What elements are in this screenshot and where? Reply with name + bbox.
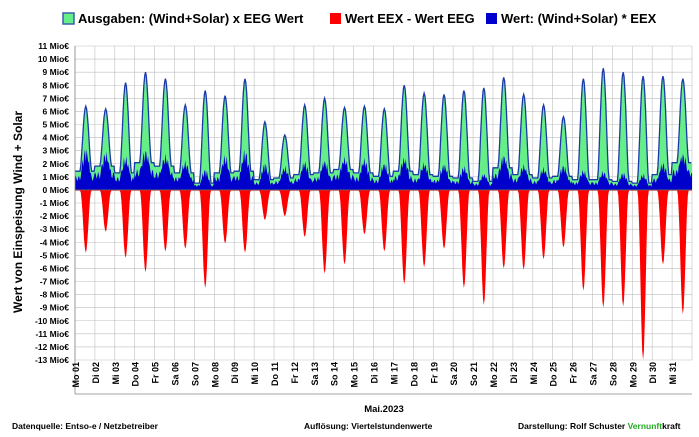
footer-resolution-value: Viertelstundenwerte bbox=[351, 421, 433, 431]
legend-swatch-blue bbox=[486, 13, 497, 24]
y-tick-label: 3 Mio€ bbox=[43, 146, 70, 156]
x-tick-label: Do 11 bbox=[270, 362, 280, 386]
y-tick-label: -3 Mio€ bbox=[40, 224, 70, 234]
y-tick-label: 8 Mio€ bbox=[43, 80, 70, 90]
y-tick-label: -1 Mio€ bbox=[40, 198, 70, 208]
y-tick-label: 10 Mio€ bbox=[38, 54, 69, 64]
footer-author-value: Rolf Schuster bbox=[569, 421, 626, 431]
x-tick-label: Fr 26 bbox=[569, 362, 579, 384]
y-tick-label: -5 Mio€ bbox=[40, 250, 70, 260]
y-tick-label: 11 Mio€ bbox=[38, 41, 69, 51]
y-tick-label: -8 Mio€ bbox=[40, 290, 70, 300]
y-tick-label: -12 Mio€ bbox=[35, 342, 69, 352]
legend-label-green: Ausgaben: (Wind+Solar) x EEG Wert bbox=[78, 11, 304, 26]
x-tick-label: So 07 bbox=[190, 362, 200, 386]
line-green bbox=[75, 68, 692, 184]
y-tick-label: 0 Mio€ bbox=[43, 185, 70, 195]
x-tick-label: Mo 29 bbox=[628, 362, 638, 388]
x-tick-label: Sa 06 bbox=[171, 362, 181, 386]
x-tick-label: So 28 bbox=[608, 362, 618, 386]
x-tick-label: Di 02 bbox=[91, 362, 101, 384]
footer-source-value: Entso-e / Netzbetreiber bbox=[65, 421, 158, 431]
x-tick-label: Mo 15 bbox=[350, 362, 360, 388]
x-tick-label: So 14 bbox=[330, 362, 340, 386]
footer-author: Darstellung: Rolf Schuster Vernunftkraft bbox=[518, 421, 681, 431]
legend-label-red: Wert EEX - Wert EEG bbox=[345, 11, 475, 26]
x-tick-label: Di 09 bbox=[230, 362, 240, 384]
x-tick-label: Mo 01 bbox=[71, 362, 81, 388]
x-tick-label: Mi 10 bbox=[250, 362, 260, 385]
y-tick-label: -7 Mio€ bbox=[40, 277, 70, 287]
x-axis-label: Mai.2023 bbox=[364, 404, 404, 415]
y-tick-label: -2 Mio€ bbox=[40, 211, 70, 221]
x-tick-label: Di 16 bbox=[370, 362, 380, 384]
footer-source: Datenquelle: Entso-e / Netzbetreiber bbox=[12, 421, 158, 431]
x-tick-label: Do 04 bbox=[131, 362, 141, 387]
y-tick-labels: 11 Mio€ 10 Mio€ 9 Mio€ 8 Mio€ 7 Mio€ 6 Mio€ 5 … bbox=[35, 41, 69, 365]
x-tick-label: Fr 05 bbox=[151, 362, 161, 384]
y-tick-label: 1 Mio€ bbox=[43, 172, 70, 182]
series-blue-area bbox=[75, 149, 692, 190]
y-tick-label: -13 Mio€ bbox=[35, 355, 69, 365]
brand-green-text: Vernunft bbox=[627, 421, 663, 431]
x-tick-labels: Mo 01 Di 02 Mi 03 Do 04 Fr 05 Sa 06 So 07 Mo 08… bbox=[71, 362, 678, 388]
x-tick-label: Mi 17 bbox=[389, 362, 399, 385]
axes bbox=[74, 46, 692, 395]
y-tick-label: 6 Mio€ bbox=[43, 106, 70, 116]
x-tick-label: Sa 13 bbox=[310, 362, 320, 386]
y-axis-label: Wert von Einspeisung Wind + Solar bbox=[11, 111, 25, 313]
x-tick-label: Di 23 bbox=[509, 362, 519, 384]
x-tick-label: Mi 24 bbox=[529, 362, 539, 385]
y-tick-label: 5 Mio€ bbox=[43, 120, 70, 130]
y-tick-label: -4 Mio€ bbox=[40, 237, 70, 247]
y-tick-label: 2 Mio€ bbox=[43, 159, 70, 169]
footer-resolution: Auflösung: Viertelstundenwerte bbox=[304, 421, 432, 431]
footer-resolution-label: Auflösung: bbox=[304, 421, 349, 431]
legend-swatch-green bbox=[62, 12, 75, 25]
y-tick-label: -11 Mio€ bbox=[35, 329, 69, 339]
brand-black-text: kraft bbox=[662, 421, 681, 431]
legend: Ausgaben: (Wind+Solar) x EEG Wert Wert E… bbox=[62, 11, 657, 26]
x-tick-label: Mo 08 bbox=[210, 362, 220, 388]
legend-label-blue: Wert: (Wind+Solar) * EEX bbox=[501, 11, 657, 26]
x-tick-label: Do 18 bbox=[409, 362, 419, 387]
footer-author-label: Darstellung: bbox=[518, 421, 568, 431]
x-tick-label: Sa 20 bbox=[449, 362, 459, 386]
x-tick-label: So 21 bbox=[469, 362, 479, 386]
y-tick-label: -9 Mio€ bbox=[40, 303, 70, 313]
y-tick-label: -6 Mio€ bbox=[40, 263, 70, 273]
series-green-outline bbox=[75, 68, 692, 184]
x-tick-label: Sa 27 bbox=[588, 362, 598, 386]
x-tick-label: Mo 22 bbox=[489, 362, 499, 388]
legend-item-green[interactable]: Ausgaben: (Wind+Solar) x EEG Wert bbox=[62, 11, 304, 26]
x-tick-label: Di 30 bbox=[648, 362, 658, 384]
series-red-area bbox=[75, 189, 692, 360]
area-blue bbox=[75, 149, 692, 190]
y-tick-label: 9 Mio€ bbox=[43, 67, 70, 77]
legend-item-red[interactable]: Wert EEX - Wert EEG bbox=[330, 11, 475, 26]
x-tick-label: Mi 03 bbox=[111, 362, 121, 385]
y-tick-label: 4 Mio€ bbox=[43, 133, 70, 143]
legend-swatch-red bbox=[330, 13, 341, 24]
area-red bbox=[75, 189, 692, 360]
x-tick-label: Fr 19 bbox=[429, 362, 439, 384]
footer-source-label: Datenquelle: bbox=[12, 421, 64, 431]
x-tick-label: Mi 31 bbox=[668, 362, 678, 385]
legend-item-blue[interactable]: Wert: (Wind+Solar) * EEX bbox=[486, 11, 657, 26]
y-tick-label: 7 Mio€ bbox=[43, 93, 70, 103]
x-tick-label: Do 25 bbox=[549, 362, 559, 387]
x-tick-label: Fr 12 bbox=[290, 362, 300, 384]
y-tick-label: -10 Mio€ bbox=[35, 316, 69, 326]
